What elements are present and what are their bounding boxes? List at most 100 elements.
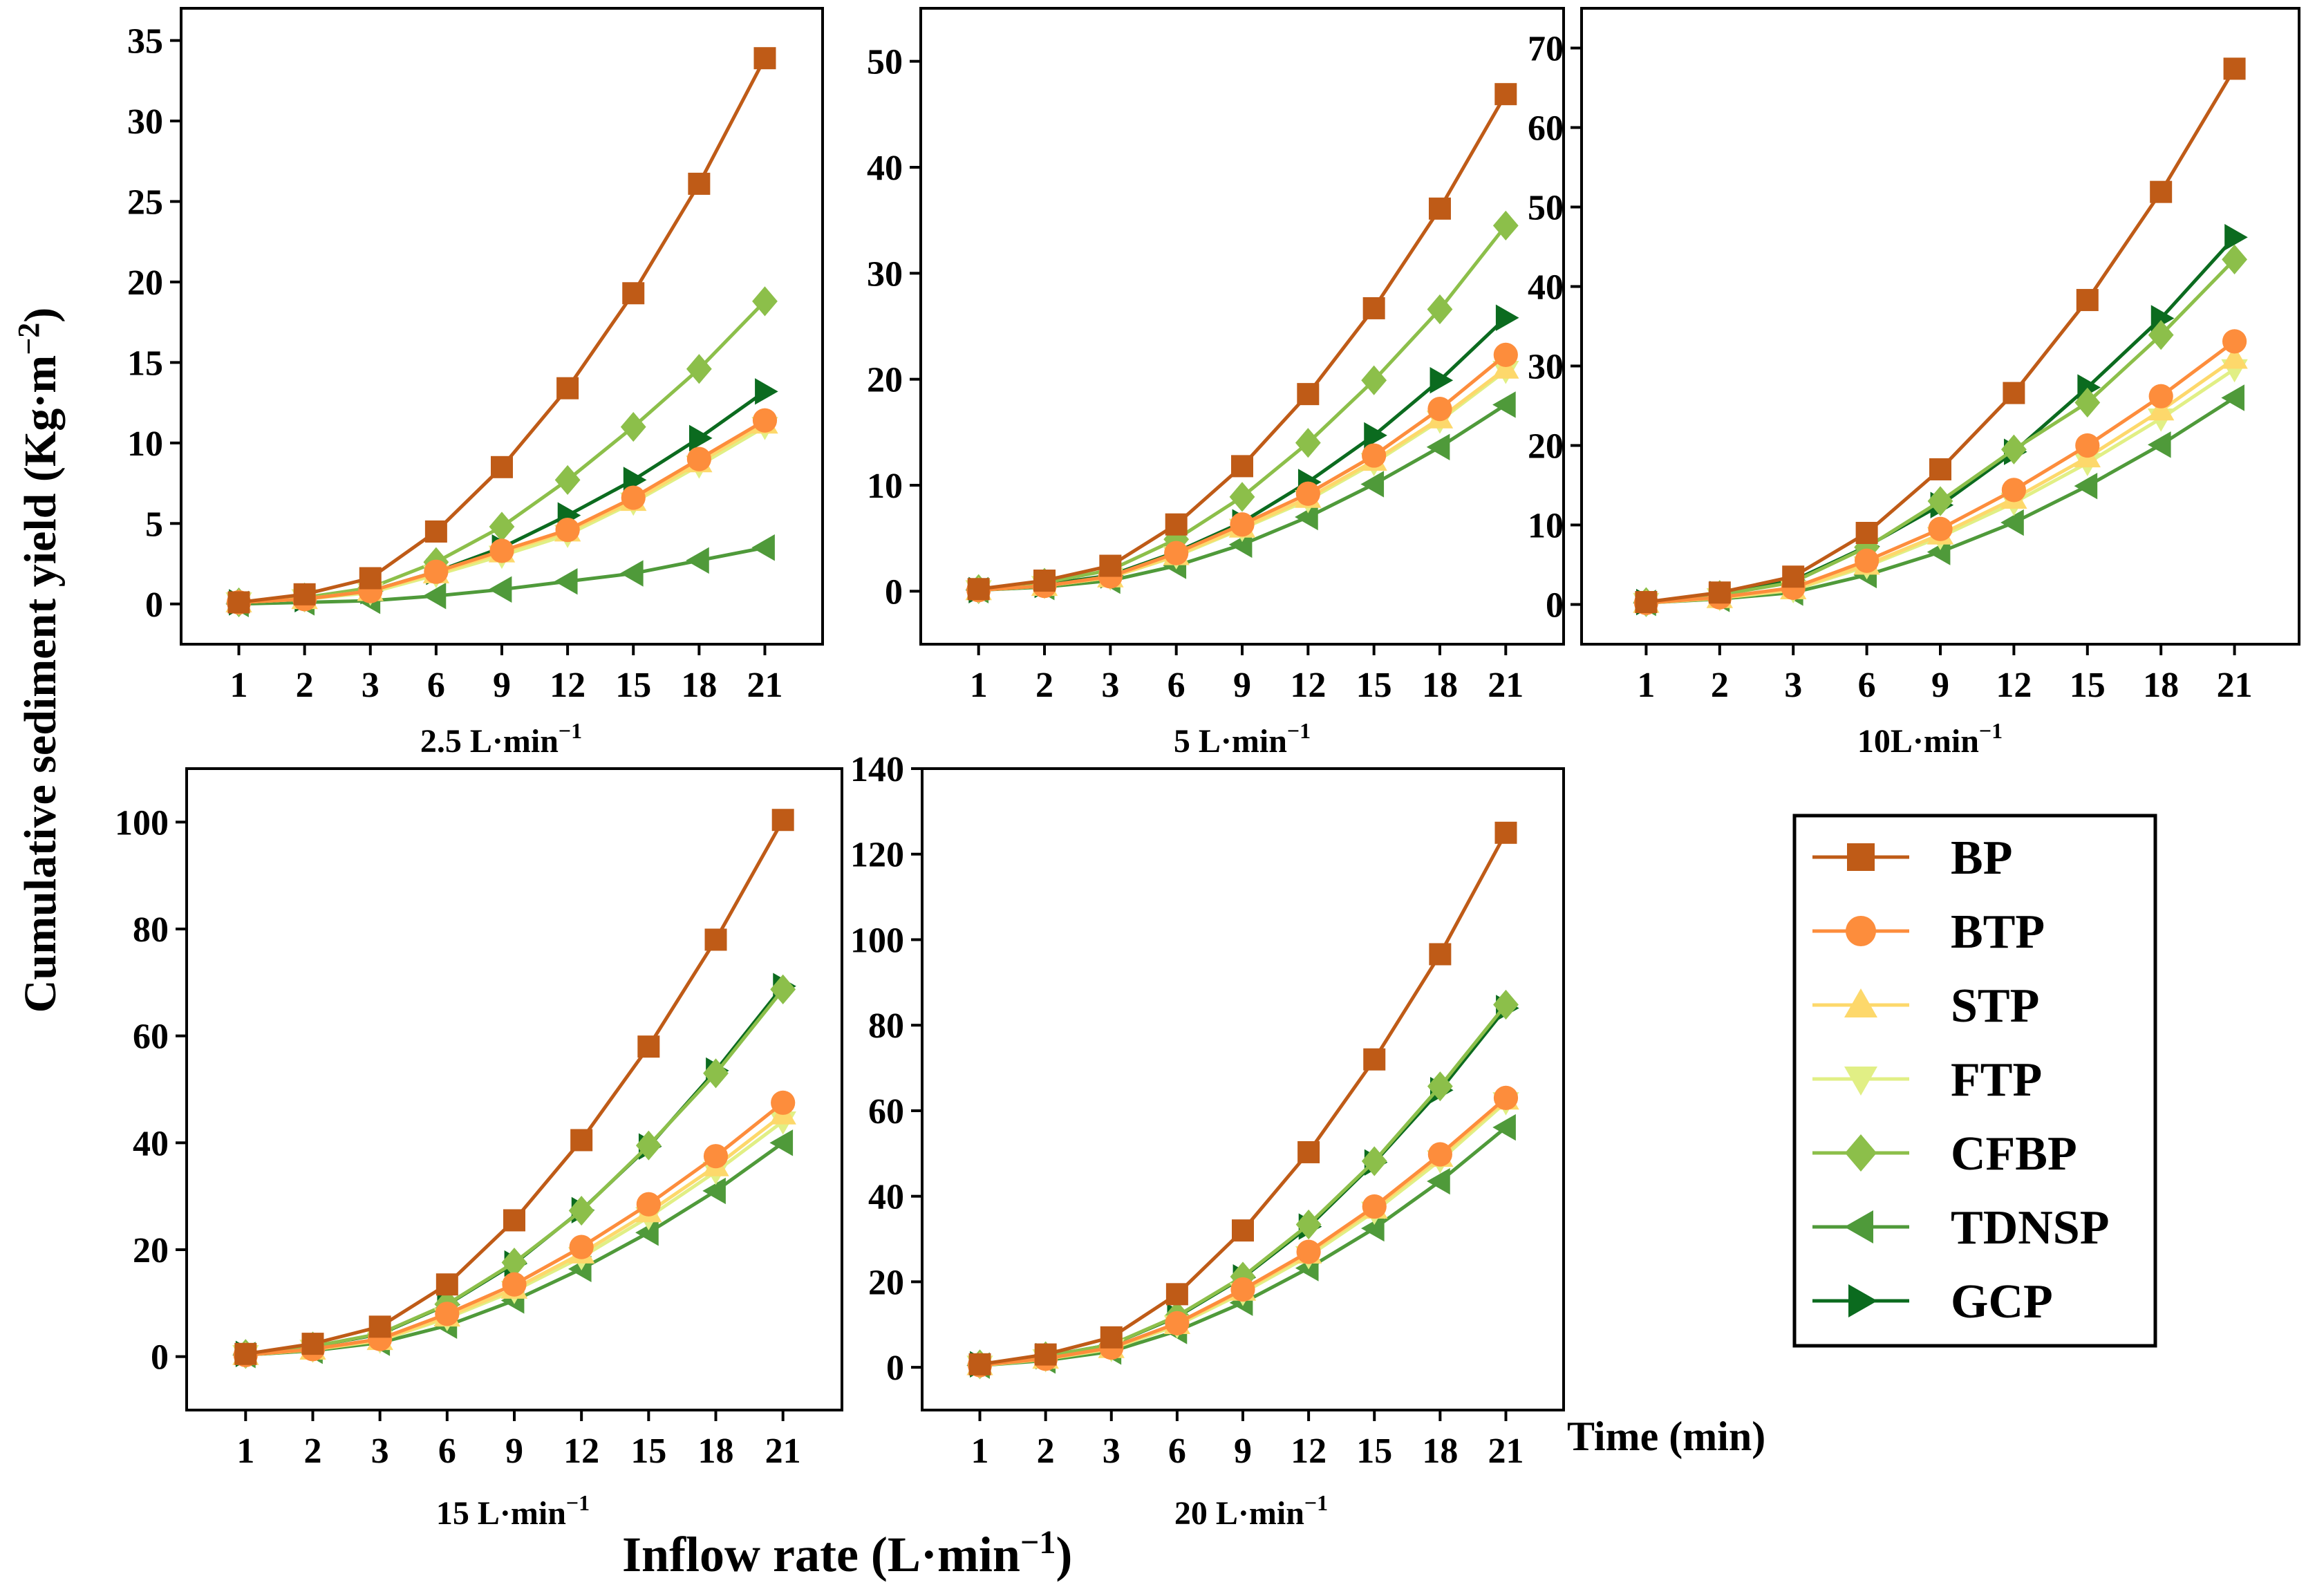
data-point: [2223, 57, 2246, 80]
data-point: [770, 974, 796, 1004]
data-point: [424, 520, 447, 543]
data-point: [752, 286, 778, 317]
y-tick-label: 0: [151, 1338, 169, 1378]
x-tick-label: 12: [1996, 666, 2032, 705]
data-point: [1495, 304, 1519, 331]
data-point: [2221, 384, 2244, 411]
y-tick-label: 50: [1528, 189, 1564, 228]
data-point: [2076, 289, 2099, 312]
panel-label: 5 L·min−1: [1174, 718, 1311, 760]
y-tick-label: 10: [1528, 507, 1564, 546]
data-point: [771, 1090, 796, 1115]
panel-label-sup: −1: [566, 1490, 590, 1515]
legend-marker: [1844, 1210, 1873, 1243]
y-tick-label: 80: [868, 1006, 904, 1046]
data-point: [1361, 1214, 1385, 1242]
x-tick-label: 6: [438, 1431, 456, 1471]
y-tick-label: 30: [867, 254, 903, 294]
legend-item-gcp: GCP: [1812, 1275, 2053, 1329]
panel-label-sup: −1: [559, 718, 582, 743]
data-point: [1494, 83, 1517, 106]
data-point: [301, 1333, 324, 1355]
y-tick-label: 100: [115, 803, 169, 843]
legend-label: FTP: [1951, 1053, 2042, 1107]
y-tick-label: 35: [127, 22, 163, 62]
series-line: [1646, 357, 2236, 605]
x-tick-label: 12: [1291, 1431, 1327, 1471]
y-tick-label: 15: [127, 344, 163, 383]
y-axis-title-close: ): [15, 308, 66, 323]
data-point: [491, 456, 513, 478]
series-line: [978, 367, 1507, 592]
data-point: [968, 1353, 991, 1376]
data-point: [368, 1315, 391, 1338]
legend-label: BTP: [1951, 905, 2045, 959]
panel-label-sup: −1: [1979, 718, 2003, 743]
x-tick-label: 21: [1488, 1431, 1524, 1471]
y-tick-label: 60: [1528, 109, 1564, 149]
data-point: [1295, 503, 1318, 531]
data-point: [1232, 1219, 1254, 1242]
data-point: [1362, 443, 1387, 468]
legend-marker: [1844, 988, 1877, 1017]
y-tick-label: 0: [885, 572, 903, 612]
y-tick-label: 30: [127, 102, 163, 142]
data-point: [227, 591, 250, 614]
legend-marker: [1848, 1284, 1877, 1317]
panel-label-text: 10L·min: [1857, 723, 1979, 760]
x-tick-label: 9: [1931, 666, 1949, 705]
x-tick-label: 18: [2143, 666, 2179, 705]
data-point: [1929, 458, 1951, 480]
y-tick-label: 25: [127, 182, 163, 222]
x-tick-label: 18: [698, 1431, 734, 1471]
data-point: [2148, 384, 2173, 409]
y-tick-label: 120: [850, 836, 904, 875]
y-tick-label: 0: [886, 1349, 904, 1388]
legend-item-cfbp: CFBP: [1812, 1127, 2077, 1181]
data-point: [688, 172, 711, 195]
y-tick-label: 70: [1528, 30, 1564, 69]
x-tick-label: 1: [230, 666, 248, 705]
data-point: [1429, 367, 1454, 394]
x-tick-label: 12: [563, 1431, 599, 1471]
series-line: [238, 390, 766, 604]
data-point: [637, 1035, 660, 1058]
data-point: [489, 511, 515, 542]
data-point: [1360, 471, 1385, 498]
data-point: [1494, 821, 1517, 844]
panel-label-text: 2.5 L·min: [420, 723, 559, 760]
data-point: [635, 1219, 659, 1246]
x-tick-label: 18: [1422, 666, 1458, 705]
y-tick-label: 50: [867, 43, 903, 82]
series-line: [245, 1113, 785, 1357]
data-point: [2000, 509, 2024, 536]
series-gcp: [229, 378, 778, 616]
data-point: [751, 534, 775, 561]
data-point: [2003, 382, 2025, 404]
data-point: [435, 1273, 458, 1296]
data-point: [2074, 472, 2098, 500]
data-point: [1855, 522, 1878, 544]
legend-label: GCP: [1951, 1275, 2053, 1329]
data-point: [753, 47, 776, 70]
data-point: [1230, 1277, 1255, 1302]
data-point: [688, 424, 713, 452]
x-tick-label: 3: [1103, 1431, 1121, 1471]
data-point: [1100, 1326, 1123, 1349]
data-point: [622, 282, 645, 305]
x-tick-label: 12: [1290, 666, 1326, 705]
data-point: [1297, 1140, 1320, 1163]
data-point: [489, 538, 514, 563]
data-point: [1034, 1343, 1057, 1366]
legend-marker: [1846, 916, 1876, 946]
series-gcp: [968, 304, 1519, 603]
data-point: [1229, 482, 1255, 512]
data-point: [686, 447, 711, 471]
y-axis-title: Cumulative sediment yield (Kg·m−2): [12, 308, 66, 1013]
series-bp: [968, 821, 1517, 1376]
data-point: [234, 1342, 257, 1365]
x-tick-label: 1: [236, 1431, 254, 1471]
data-point: [568, 1195, 594, 1226]
x-tick-label: 15: [615, 666, 651, 705]
